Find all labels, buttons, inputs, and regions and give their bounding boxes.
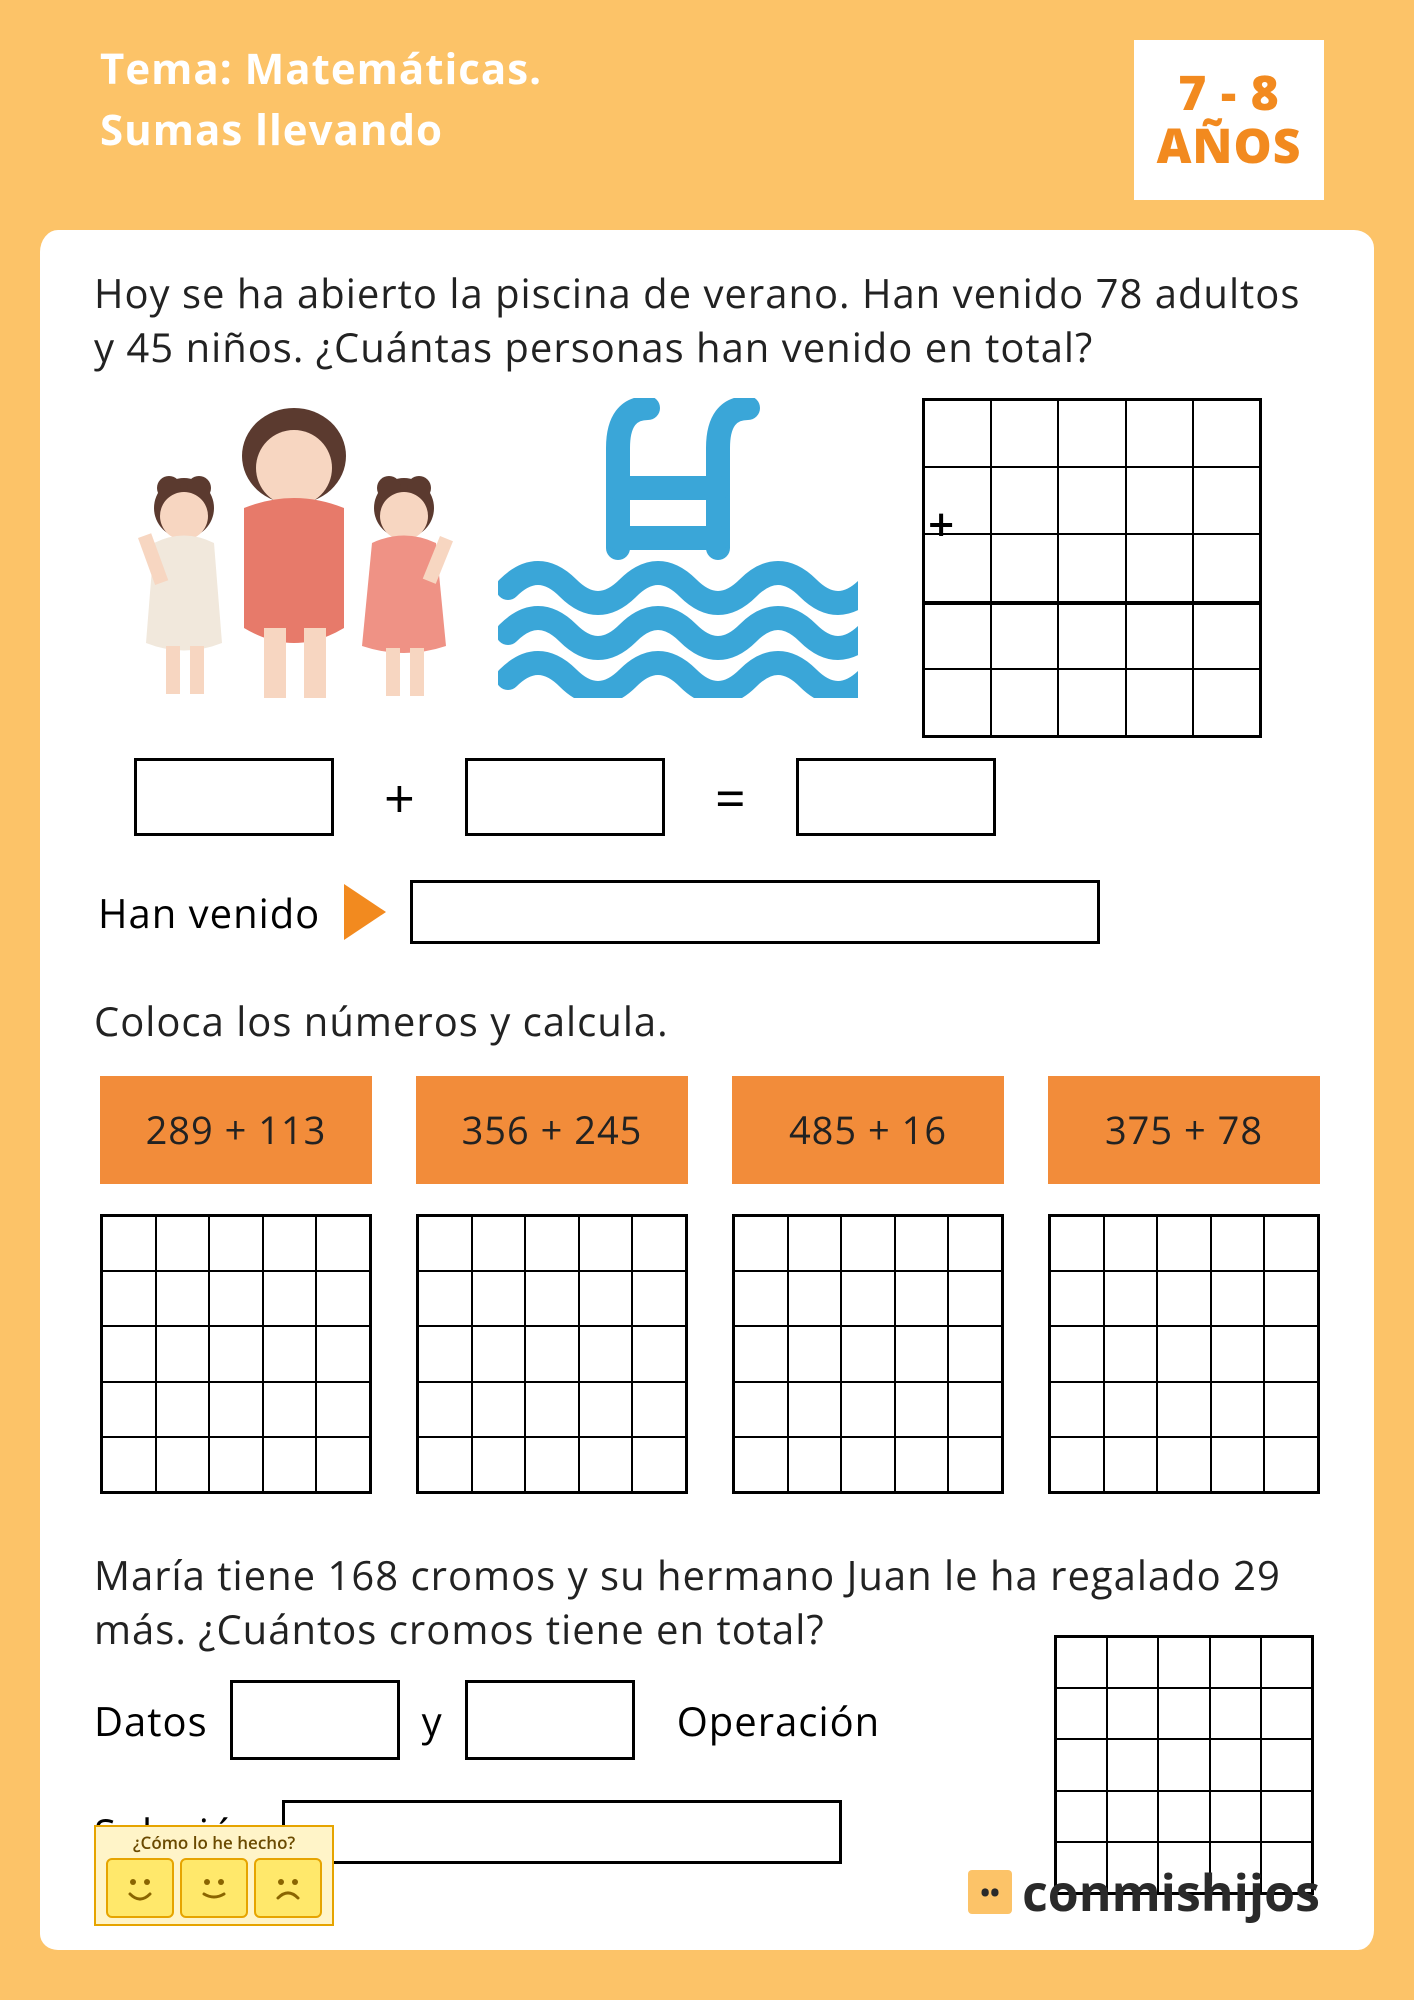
title-block: Tema: Matemáticas. Sumas llevando [100,40,542,158]
answer-1-label: Han venido [98,885,320,940]
rating-faces [102,1858,326,1918]
question-1-illustration-row: + [94,398,1320,738]
answer-1-blank[interactable] [410,880,1100,944]
header: Tema: Matemáticas. Sumas llevando 7 - 8 … [0,0,1414,230]
y-label: y [422,1693,443,1748]
rating-title: ¿Cómo lo he hecho? [102,1831,326,1854]
worksheet-page: Tema: Matemáticas. Sumas llevando 7 - 8 … [0,0,1414,2000]
problem-chip: 289 + 113 [100,1076,372,1184]
brand-logo: •• conmishijos [968,1858,1320,1926]
problems-grids-row [94,1214,1320,1494]
worksheet-sheet: Hoy se ha abierto la piscina de verano. … [40,230,1374,1950]
equals-symbol: = [695,760,766,834]
problem-chip: 356 + 245 [416,1076,688,1184]
datos-blank-1[interactable] [230,1680,400,1760]
addend-2-blank[interactable] [465,758,665,836]
problem-grid[interactable] [100,1214,372,1494]
face-neutral-icon[interactable] [180,1858,248,1918]
question-1-text: Hoy se ha abierto la piscina de verano. … [94,266,1320,374]
footer: ¿Cómo lo he hecho? •• conmishijos [94,1825,1320,1926]
question-1-equation-row: + = [94,758,1320,836]
addend-1-blank[interactable] [134,758,334,836]
title-line-2: Sumas llevando [100,101,542,158]
datos-blank-2[interactable] [465,1680,635,1760]
question-1-answer-row: Han venido [94,880,1320,944]
problem-grid[interactable] [416,1214,688,1494]
pool-icon [498,398,858,698]
problem-grid[interactable] [1048,1214,1320,1494]
age-unit: AÑOS [1157,120,1302,173]
problem-chip: 485 + 16 [732,1076,1004,1184]
brand-mark-icon: •• [968,1870,1012,1914]
brand-text: conmishijos [1022,1858,1320,1926]
family-icon [114,398,474,708]
problem-grid[interactable] [732,1214,1004,1494]
face-happy-icon[interactable] [106,1858,174,1918]
problem-chip: 375 + 78 [1048,1076,1320,1184]
datos-label: Datos [94,1693,208,1748]
arrow-right-icon [344,884,386,940]
section-2-heading: Coloca los números y calcula. [94,994,1320,1048]
self-rating-widget[interactable]: ¿Cómo lo he hecho? [94,1825,334,1926]
sum-blank[interactable] [796,758,996,836]
operacion-label: Operación [677,1693,880,1748]
question-1-work-grid[interactable]: + [922,398,1262,738]
problems-row: 289 + 113 356 + 245 485 + 16 375 + 78 [94,1076,1320,1184]
title-line-1: Tema: Matemáticas. [100,40,542,97]
plus-symbol: + [364,760,435,834]
face-sad-icon[interactable] [254,1858,322,1918]
age-badge: 7 - 8 AÑOS [1134,40,1324,200]
